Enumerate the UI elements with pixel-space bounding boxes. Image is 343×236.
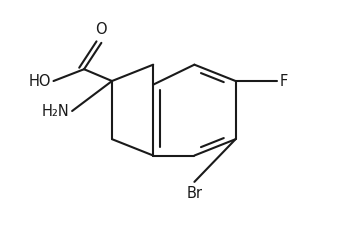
Text: F: F: [280, 74, 288, 88]
Text: H₂N: H₂N: [42, 104, 69, 118]
Text: O: O: [96, 22, 107, 37]
Text: Br: Br: [186, 185, 202, 201]
Text: HO: HO: [28, 74, 51, 88]
